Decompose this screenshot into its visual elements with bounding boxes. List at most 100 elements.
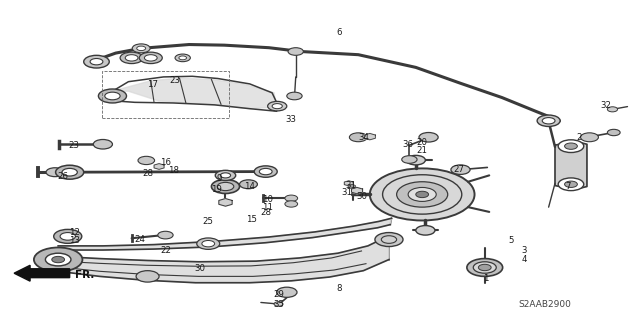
Text: 31: 31 [341, 188, 353, 197]
Circle shape [288, 48, 303, 55]
Circle shape [375, 233, 403, 247]
Circle shape [90, 58, 103, 65]
Circle shape [158, 231, 173, 239]
Circle shape [45, 253, 71, 266]
Text: 32: 32 [600, 101, 612, 110]
Circle shape [239, 180, 257, 189]
Circle shape [52, 256, 65, 263]
Text: FR.: FR. [75, 270, 94, 280]
Text: 2: 2 [576, 133, 581, 142]
Circle shape [349, 133, 367, 142]
Circle shape [175, 54, 190, 62]
Circle shape [132, 44, 150, 53]
Circle shape [34, 248, 83, 271]
Text: 18: 18 [168, 166, 179, 175]
Text: 6: 6 [337, 28, 342, 37]
Circle shape [397, 182, 448, 207]
Circle shape [137, 46, 146, 50]
Polygon shape [351, 188, 363, 194]
Circle shape [580, 133, 598, 142]
Text: 17: 17 [147, 80, 158, 89]
Text: 31: 31 [345, 181, 356, 190]
Circle shape [62, 168, 77, 176]
Circle shape [416, 226, 435, 235]
Circle shape [285, 201, 298, 207]
Polygon shape [219, 198, 232, 206]
Circle shape [537, 115, 560, 126]
Circle shape [467, 259, 502, 276]
Text: 12: 12 [68, 228, 79, 237]
Text: 9: 9 [216, 174, 222, 183]
Text: 20: 20 [417, 137, 428, 146]
Circle shape [220, 173, 230, 178]
Circle shape [46, 168, 64, 177]
Circle shape [54, 229, 82, 243]
Circle shape [105, 92, 120, 100]
Circle shape [99, 89, 127, 103]
Circle shape [402, 156, 417, 163]
Text: 28: 28 [142, 169, 153, 178]
Circle shape [254, 166, 277, 177]
Text: 3: 3 [522, 246, 527, 255]
Circle shape [211, 180, 239, 194]
Circle shape [287, 92, 302, 100]
Circle shape [202, 241, 214, 247]
Circle shape [56, 165, 84, 179]
Circle shape [272, 104, 282, 109]
Circle shape [607, 129, 620, 136]
Text: 21: 21 [417, 146, 428, 155]
Circle shape [370, 168, 474, 220]
Circle shape [125, 55, 138, 61]
Text: 4: 4 [522, 255, 527, 264]
Text: 13: 13 [68, 236, 79, 245]
Circle shape [381, 236, 397, 243]
Circle shape [217, 182, 234, 191]
Circle shape [607, 107, 618, 112]
Circle shape [136, 271, 159, 282]
Text: 29: 29 [273, 290, 284, 299]
Text: 30: 30 [195, 263, 205, 273]
Polygon shape [555, 141, 587, 190]
Circle shape [419, 132, 438, 142]
Text: 14: 14 [244, 182, 255, 191]
Circle shape [564, 181, 577, 188]
Text: 10: 10 [262, 195, 273, 204]
Circle shape [60, 233, 76, 240]
Polygon shape [344, 181, 353, 186]
Circle shape [120, 52, 143, 63]
Circle shape [478, 264, 491, 271]
Circle shape [406, 155, 426, 165]
Polygon shape [154, 164, 164, 169]
Circle shape [285, 195, 298, 201]
Text: 7: 7 [565, 182, 570, 191]
Text: 22: 22 [160, 246, 171, 255]
Circle shape [558, 178, 584, 191]
Text: 24: 24 [134, 235, 145, 244]
Circle shape [140, 52, 163, 63]
Text: 26: 26 [58, 172, 68, 181]
Text: 35: 35 [273, 300, 284, 308]
Text: 36: 36 [403, 140, 413, 149]
Circle shape [408, 188, 436, 201]
Text: 28: 28 [260, 208, 271, 217]
Text: 25: 25 [203, 217, 214, 226]
Text: 16: 16 [160, 158, 171, 167]
Circle shape [473, 262, 496, 273]
Text: 30: 30 [356, 191, 367, 201]
Circle shape [542, 118, 555, 124]
Text: 27: 27 [454, 165, 465, 174]
Text: 1: 1 [483, 274, 489, 283]
Circle shape [196, 238, 220, 249]
Circle shape [274, 302, 283, 306]
Circle shape [215, 170, 236, 181]
Text: 11: 11 [262, 203, 273, 212]
Polygon shape [58, 218, 392, 250]
Text: S2AAB2900: S2AAB2900 [518, 300, 572, 309]
Text: 8: 8 [337, 284, 342, 293]
Text: 5: 5 [509, 236, 515, 245]
Text: 34: 34 [358, 133, 369, 142]
Circle shape [268, 101, 287, 111]
Text: 33: 33 [286, 115, 297, 124]
Text: 23: 23 [169, 76, 180, 85]
Circle shape [558, 140, 584, 152]
